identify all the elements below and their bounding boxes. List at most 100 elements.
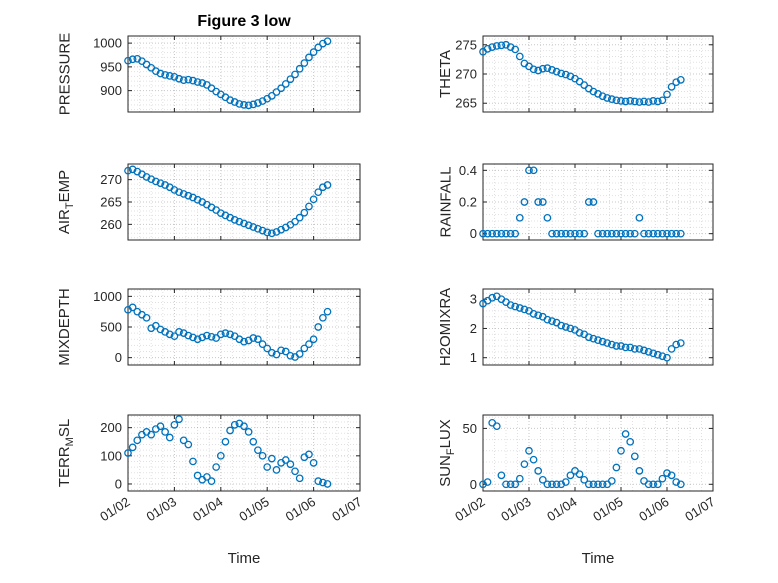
data-point-marker bbox=[617, 342, 625, 350]
data-point-marker bbox=[323, 480, 332, 488]
data-point-marker bbox=[300, 208, 309, 217]
data-point-marker bbox=[644, 480, 653, 489]
ylabel-text: AIRTEMP bbox=[56, 170, 76, 234]
data-point-marker bbox=[630, 97, 639, 106]
x-tick-label: 01/07 bbox=[329, 494, 364, 524]
data-point-marker bbox=[594, 336, 602, 345]
data-point-marker bbox=[267, 348, 276, 357]
data-point-marker bbox=[151, 321, 160, 330]
ylabel-pre: MIXDEPTH bbox=[56, 288, 74, 366]
data-point-marker bbox=[254, 446, 262, 455]
y-tick-label: 0 bbox=[115, 350, 122, 365]
data-point-marker bbox=[672, 340, 681, 349]
data-point-marker bbox=[193, 335, 202, 344]
data-point-marker bbox=[529, 455, 538, 464]
data-point-marker bbox=[124, 449, 132, 457]
data-point-marker bbox=[267, 229, 276, 238]
y-tick-label: 260 bbox=[100, 217, 122, 232]
data-point-marker bbox=[552, 67, 561, 76]
data-point-marker bbox=[534, 198, 543, 206]
data-point-marker bbox=[193, 195, 202, 204]
data-point-marker bbox=[249, 223, 258, 231]
data-point-marker bbox=[193, 471, 202, 480]
data-point-marker bbox=[267, 92, 276, 100]
data-point-marker bbox=[640, 229, 648, 238]
data-point-marker bbox=[584, 480, 593, 489]
data-point-marker bbox=[281, 456, 290, 464]
data-point-marker bbox=[534, 467, 543, 475]
data-point-marker bbox=[626, 437, 635, 446]
data-point-marker bbox=[649, 229, 658, 238]
subplot-sun-flux: 0 50 01/02 01/03 01/04 01/05 01/06 01/07 bbox=[438, 407, 726, 555]
y-tick-label: 270 bbox=[455, 67, 477, 82]
data-point-marker bbox=[492, 42, 501, 50]
data-markers bbox=[124, 165, 332, 238]
data-point-marker bbox=[184, 191, 193, 200]
plot-svg-air-temp: 260 265 270 bbox=[100, 163, 361, 241]
plot-svg-rainfall: 0 0.2 0.4 bbox=[459, 163, 714, 241]
data-point-marker bbox=[124, 56, 132, 65]
data-point-marker bbox=[147, 175, 156, 184]
data-point-marker bbox=[635, 467, 644, 475]
ylabel-pre: AIR bbox=[56, 209, 74, 235]
subplot-rainfall: 0 0.2 0.4 bbox=[438, 156, 726, 254]
y-tick-label: 1000 bbox=[93, 289, 122, 304]
data-point-marker bbox=[612, 96, 621, 105]
data-point-marker bbox=[221, 329, 230, 337]
data-point-marker bbox=[277, 225, 285, 234]
data-point-marker bbox=[165, 433, 174, 442]
data-point-marker bbox=[598, 229, 607, 238]
data-point-marker bbox=[663, 353, 671, 362]
data-point-marker bbox=[226, 213, 234, 222]
data-point-marker bbox=[184, 75, 193, 84]
data-point-marker bbox=[128, 165, 137, 174]
data-point-marker bbox=[179, 190, 188, 198]
data-point-marker bbox=[649, 97, 658, 105]
plot-background bbox=[483, 36, 713, 112]
data-point-marker bbox=[147, 430, 156, 439]
data-point-marker bbox=[663, 90, 671, 99]
data-point-marker bbox=[170, 72, 179, 81]
data-point-marker bbox=[667, 471, 676, 480]
data-point-marker bbox=[566, 471, 575, 480]
data-point-marker bbox=[492, 422, 501, 431]
ylabel-text: MIXDEPTH bbox=[56, 288, 76, 366]
data-point-marker bbox=[124, 166, 132, 175]
data-point-marker bbox=[263, 344, 272, 353]
tick-marks bbox=[127, 415, 361, 491]
y-tick-label: 0 bbox=[470, 477, 477, 492]
data-point-marker bbox=[277, 84, 285, 93]
data-point-marker bbox=[258, 340, 267, 349]
data-point-marker bbox=[561, 70, 570, 79]
data-point-marker bbox=[128, 443, 137, 452]
data-point-marker bbox=[534, 311, 543, 320]
data-markers bbox=[479, 418, 685, 489]
y-tick-label: 0.4 bbox=[459, 163, 477, 178]
data-markers bbox=[124, 415, 332, 488]
data-point-marker bbox=[617, 446, 625, 455]
data-point-marker bbox=[617, 229, 625, 238]
data-point-marker bbox=[226, 330, 234, 339]
data-point-marker bbox=[511, 45, 520, 54]
data-point-marker bbox=[607, 229, 616, 238]
data-point-marker bbox=[630, 452, 639, 461]
data-point-marker bbox=[658, 96, 667, 105]
data-point-marker bbox=[263, 228, 272, 237]
plot-svg-pressure: 900 950 1000 bbox=[93, 35, 361, 113]
y-tick-label: 100 bbox=[100, 448, 122, 463]
data-point-marker bbox=[607, 95, 616, 103]
data-point-marker bbox=[676, 480, 685, 489]
data-point-marker bbox=[538, 475, 547, 484]
x-tick-label: 01/05 bbox=[590, 494, 625, 524]
data-point-marker bbox=[635, 98, 644, 106]
data-point-marker bbox=[520, 460, 529, 469]
data-point-marker bbox=[621, 430, 630, 438]
plot-background bbox=[483, 289, 713, 365]
data-point-marker bbox=[506, 301, 515, 309]
data-point-marker bbox=[529, 166, 538, 175]
data-point-marker bbox=[175, 74, 183, 83]
y-tick-label: 2 bbox=[470, 321, 477, 336]
data-point-marker bbox=[653, 97, 662, 106]
data-point-marker bbox=[676, 75, 685, 84]
tick-marks bbox=[127, 164, 361, 240]
